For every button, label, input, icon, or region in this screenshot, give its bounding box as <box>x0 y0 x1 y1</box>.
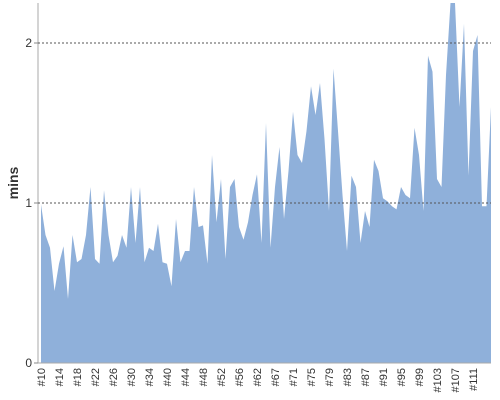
x-tick-label: #71 <box>288 368 300 386</box>
x-tick-label: #111 <box>468 368 480 391</box>
x-tick-label: #22 <box>90 368 102 386</box>
x-tick-label: #75 <box>306 368 318 386</box>
x-tick-label: #10 <box>36 368 48 386</box>
x-tick-label: #52 <box>216 368 228 386</box>
x-tick-label: #44 <box>180 368 192 386</box>
x-tick-label: #79 <box>324 368 336 386</box>
x-tick-label: #26 <box>108 368 120 386</box>
x-tick-label: #18 <box>72 368 84 386</box>
y-tick-label: 1 <box>25 196 32 210</box>
x-tick-label: #87 <box>360 368 372 386</box>
y-tick-label: 0 <box>25 356 32 370</box>
x-tick-label: #95 <box>396 368 408 386</box>
x-tick-label: #56 <box>234 368 246 386</box>
x-tick-label: #103 <box>432 368 444 392</box>
x-tick-label: #99 <box>414 368 426 386</box>
x-tick-label: #48 <box>198 368 210 386</box>
x-tick-label: #40 <box>162 368 174 386</box>
x-tick-label: #67 <box>270 368 282 386</box>
x-tick-label: #30 <box>126 368 138 386</box>
y-tick-label: 2 <box>25 36 32 50</box>
y-axis-label: mins <box>5 166 21 199</box>
x-tick-label: #34 <box>144 368 156 386</box>
area <box>41 3 491 363</box>
x-tick-label: #14 <box>54 368 66 386</box>
x-tick-label: #62 <box>252 368 264 386</box>
x-tick-label: #91 <box>378 368 390 386</box>
x-tick-label: #83 <box>342 368 354 386</box>
x-tick-label: #107 <box>450 368 462 392</box>
